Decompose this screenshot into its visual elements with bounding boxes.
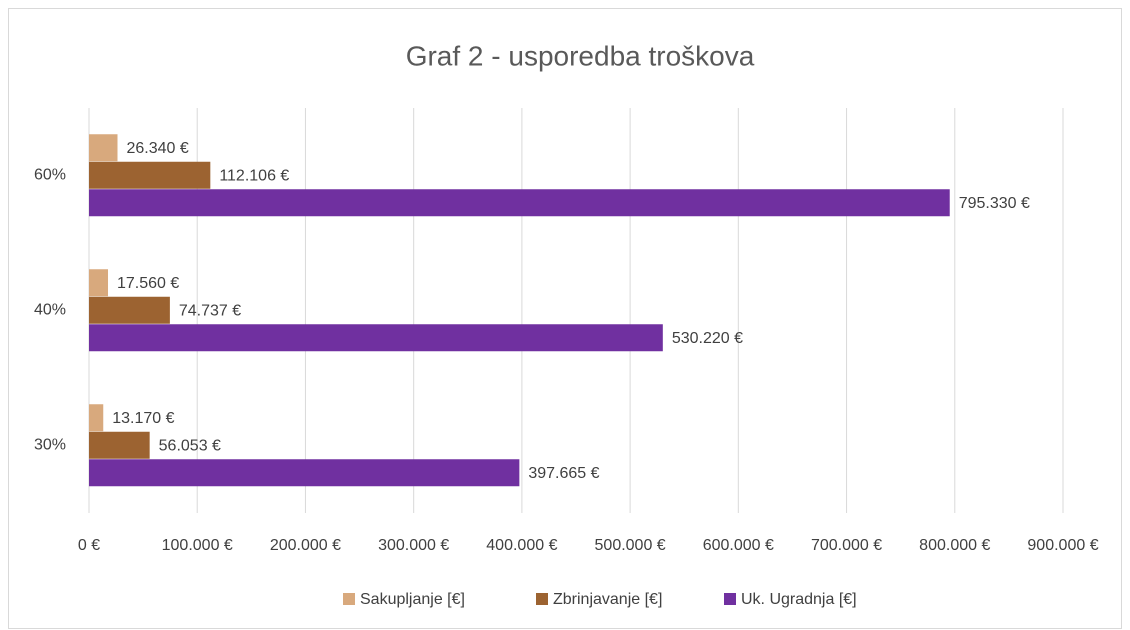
chart-border xyxy=(8,8,1122,629)
legend-swatch xyxy=(343,593,355,605)
value-label: 17.560 € xyxy=(117,275,179,292)
legend-swatch xyxy=(724,593,736,605)
x-tick-label: 300.000 € xyxy=(378,537,449,554)
legend-swatch xyxy=(536,593,548,605)
y-tick-label: 30% xyxy=(34,437,66,454)
value-label: 74.737 € xyxy=(179,303,241,320)
bar xyxy=(89,269,109,297)
x-tick-label: 500.000 € xyxy=(595,537,666,554)
y-tick-label: 40% xyxy=(34,302,66,319)
bar xyxy=(89,431,150,459)
bar xyxy=(89,161,211,189)
value-label: 112.106 € xyxy=(219,168,289,185)
x-tick-label: 200.000 € xyxy=(270,537,341,554)
bar xyxy=(89,134,118,162)
legend-label: Sakupljanje [€] xyxy=(360,591,465,608)
y-tick-label: 60% xyxy=(34,167,66,184)
bar xyxy=(89,459,520,487)
x-tick-label: 0 € xyxy=(78,537,100,554)
value-label: 56.053 € xyxy=(159,438,221,455)
bar xyxy=(89,189,950,217)
x-tick-label: 600.000 € xyxy=(703,537,774,554)
value-label: 530.220 € xyxy=(672,330,743,347)
value-label: 26.340 € xyxy=(127,140,189,157)
x-tick-label: 400.000 € xyxy=(486,537,557,554)
bar xyxy=(89,296,170,324)
chart-title: Graf 2 - usporedba troškova xyxy=(406,40,755,71)
bar xyxy=(89,324,663,352)
value-label: 397.665 € xyxy=(528,465,599,482)
value-label: 795.330 € xyxy=(959,195,1030,212)
x-tick-label: 700.000 € xyxy=(811,537,882,554)
legend-label: Zbrinjavanje [€] xyxy=(553,591,662,608)
bar xyxy=(89,404,104,432)
value-label: 13.170 € xyxy=(112,410,174,427)
x-tick-label: 100.000 € xyxy=(162,537,233,554)
x-tick-label: 900.000 € xyxy=(1027,537,1098,554)
legend-label: Uk. Ugradnja [€] xyxy=(741,591,857,608)
x-tick-label: 800.000 € xyxy=(919,537,990,554)
